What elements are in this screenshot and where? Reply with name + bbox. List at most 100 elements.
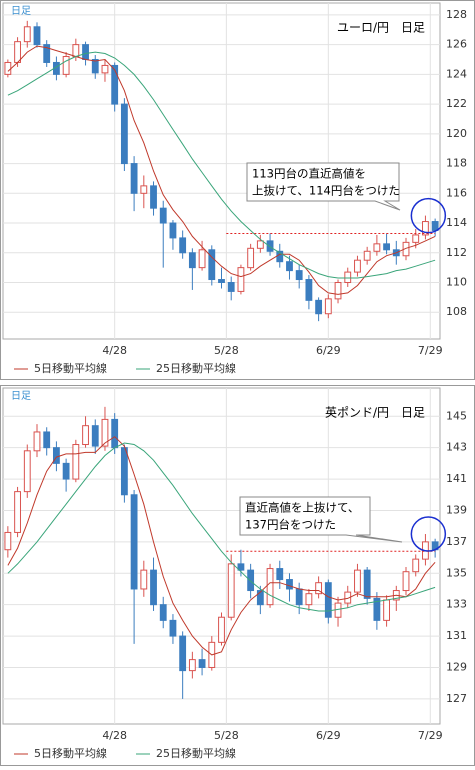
candle-body	[169, 222, 177, 239]
candle-body	[247, 247, 255, 269]
legend-label: 25日移動平均線	[156, 746, 236, 760]
candle-body	[130, 163, 138, 194]
y-tick-label: 118	[446, 157, 467, 170]
y-tick-label: 114	[446, 216, 467, 229]
candle-body	[412, 234, 420, 243]
y-tick-label: 116	[446, 186, 467, 199]
chart-title: 英ポンド/円 日足	[325, 406, 425, 420]
candle-body	[295, 270, 303, 281]
candle-body	[412, 558, 420, 573]
candle-body	[218, 279, 225, 284]
candle-body	[62, 56, 70, 75]
candle-body	[354, 569, 361, 593]
chart-title: ユーロ/円 日足	[337, 21, 425, 35]
candle-body	[72, 44, 80, 58]
candle-body	[324, 298, 332, 315]
candle-body	[188, 659, 196, 672]
candle-body	[120, 103, 128, 165]
candle-body	[120, 447, 128, 496]
candle-body	[101, 64, 109, 74]
callout	[239, 496, 403, 543]
candle-body	[179, 237, 187, 254]
candle-body	[82, 44, 89, 60]
y-tick-label: 112	[446, 246, 467, 259]
candle-body	[315, 582, 323, 595]
candle-body	[295, 588, 303, 606]
candle-body	[422, 221, 429, 236]
candle-body	[402, 241, 410, 257]
y-tick-label: 131	[446, 629, 467, 642]
candle-body	[91, 425, 99, 447]
annotation: 直近高値を上抜けて、	[245, 501, 359, 515]
candle-body	[14, 41, 21, 63]
candle-body	[43, 431, 51, 449]
candle-body	[188, 252, 196, 269]
legend-label: 5日移動平均線	[34, 361, 107, 375]
legend-label: 25日移動平均線	[156, 361, 236, 375]
candle-body	[227, 563, 235, 618]
x-tick-label: 7/29	[418, 344, 443, 357]
candle-body	[62, 462, 70, 480]
x-tick-label: 5/28	[214, 344, 239, 357]
candle-body	[72, 444, 80, 480]
candle-body	[198, 659, 206, 668]
candle-body	[324, 582, 332, 618]
candle-body	[198, 249, 206, 269]
moving-average-line	[7, 436, 436, 656]
candle-body	[140, 569, 148, 590]
candle-body	[14, 491, 21, 533]
moving-average-line	[7, 442, 436, 612]
candle-body	[344, 271, 352, 284]
y-tick-label: 137	[446, 535, 467, 548]
y-tick-label: 126	[446, 38, 467, 51]
candle-body	[247, 569, 255, 592]
candle-body	[373, 597, 381, 621]
candle-body	[237, 563, 245, 571]
candle-body	[159, 604, 167, 621]
y-tick-label: 124	[446, 67, 467, 80]
candle-body	[91, 58, 99, 74]
candle-body	[402, 571, 410, 592]
candle-body	[179, 635, 187, 672]
x-tick-label: 7/29	[418, 729, 443, 742]
highlight-circle	[410, 516, 447, 552]
candle-body	[169, 619, 177, 637]
y-tick-label: 139	[446, 503, 467, 516]
candle-body	[286, 579, 293, 590]
candle-body	[111, 64, 119, 105]
x-tick-label: 5/28	[214, 729, 239, 742]
candle-body	[276, 568, 284, 581]
candle-body	[52, 447, 60, 464]
legend-label: 5日移動平均線	[34, 746, 107, 760]
candle-body	[111, 418, 119, 449]
candle-body	[208, 249, 216, 281]
annotation: 137円台をつけた	[245, 518, 336, 532]
y-tick-label: 108	[446, 305, 467, 318]
candle-body	[150, 569, 157, 606]
candle-body	[344, 591, 352, 604]
x-tick-label: 4/28	[102, 344, 127, 357]
candle-body	[266, 568, 274, 606]
y-tick-label: 133	[446, 598, 467, 611]
candle-body	[33, 26, 41, 46]
y-tick-label: 141	[446, 472, 467, 485]
candle-body	[383, 243, 391, 251]
candle-body	[383, 599, 391, 621]
candle-body	[23, 450, 31, 493]
candle-body	[237, 267, 245, 292]
candle-body	[315, 299, 323, 315]
candle-body	[256, 590, 264, 606]
candle-body	[101, 418, 109, 447]
candle-body	[305, 593, 313, 606]
candle-body	[23, 26, 31, 43]
x-tick-label: 4/28	[102, 729, 127, 742]
callout	[246, 162, 401, 211]
candle-body	[130, 494, 138, 590]
y-tick-label: 143	[446, 441, 467, 454]
x-tick-label: 6/29	[316, 729, 341, 742]
candle-body	[4, 531, 12, 551]
y-tick-label: 128	[446, 8, 467, 21]
badge: 日足	[11, 390, 31, 402]
badge: 日足	[11, 5, 31, 17]
candle-body	[227, 282, 235, 292]
